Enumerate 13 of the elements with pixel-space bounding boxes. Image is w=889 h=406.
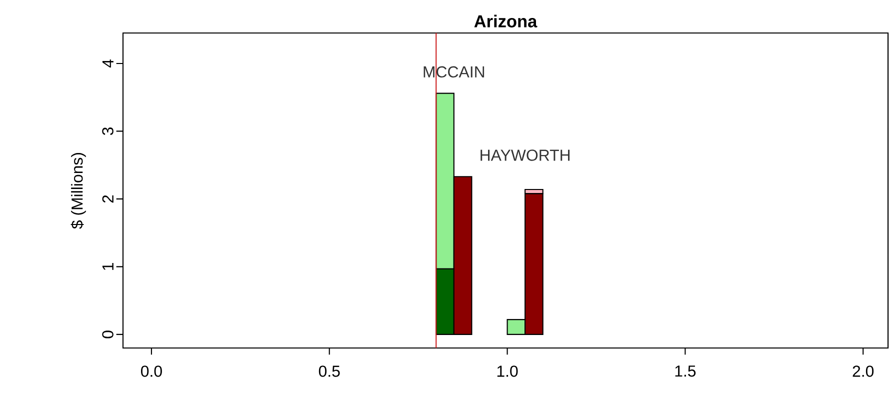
y-tick-label: 2 (102, 195, 114, 203)
y-tick-label: 3 (102, 127, 114, 136)
x-tick-label: 0.5 (318, 366, 340, 377)
chart-title: Arizona (474, 14, 538, 28)
annotation: HAYWORTH (480, 150, 570, 161)
x-tick-label: 1.0 (497, 366, 518, 377)
x-tick-label: 2.0 (852, 366, 874, 377)
y-axis-title: $ (Millions) (70, 152, 86, 229)
y-tick-label: 4 (102, 60, 114, 68)
x-tick-label: 1.5 (675, 366, 696, 377)
y-tick-label: 1 (102, 263, 114, 270)
x-tick-label: 0.0 (141, 366, 162, 377)
y-tick-label: 0 (102, 330, 114, 338)
